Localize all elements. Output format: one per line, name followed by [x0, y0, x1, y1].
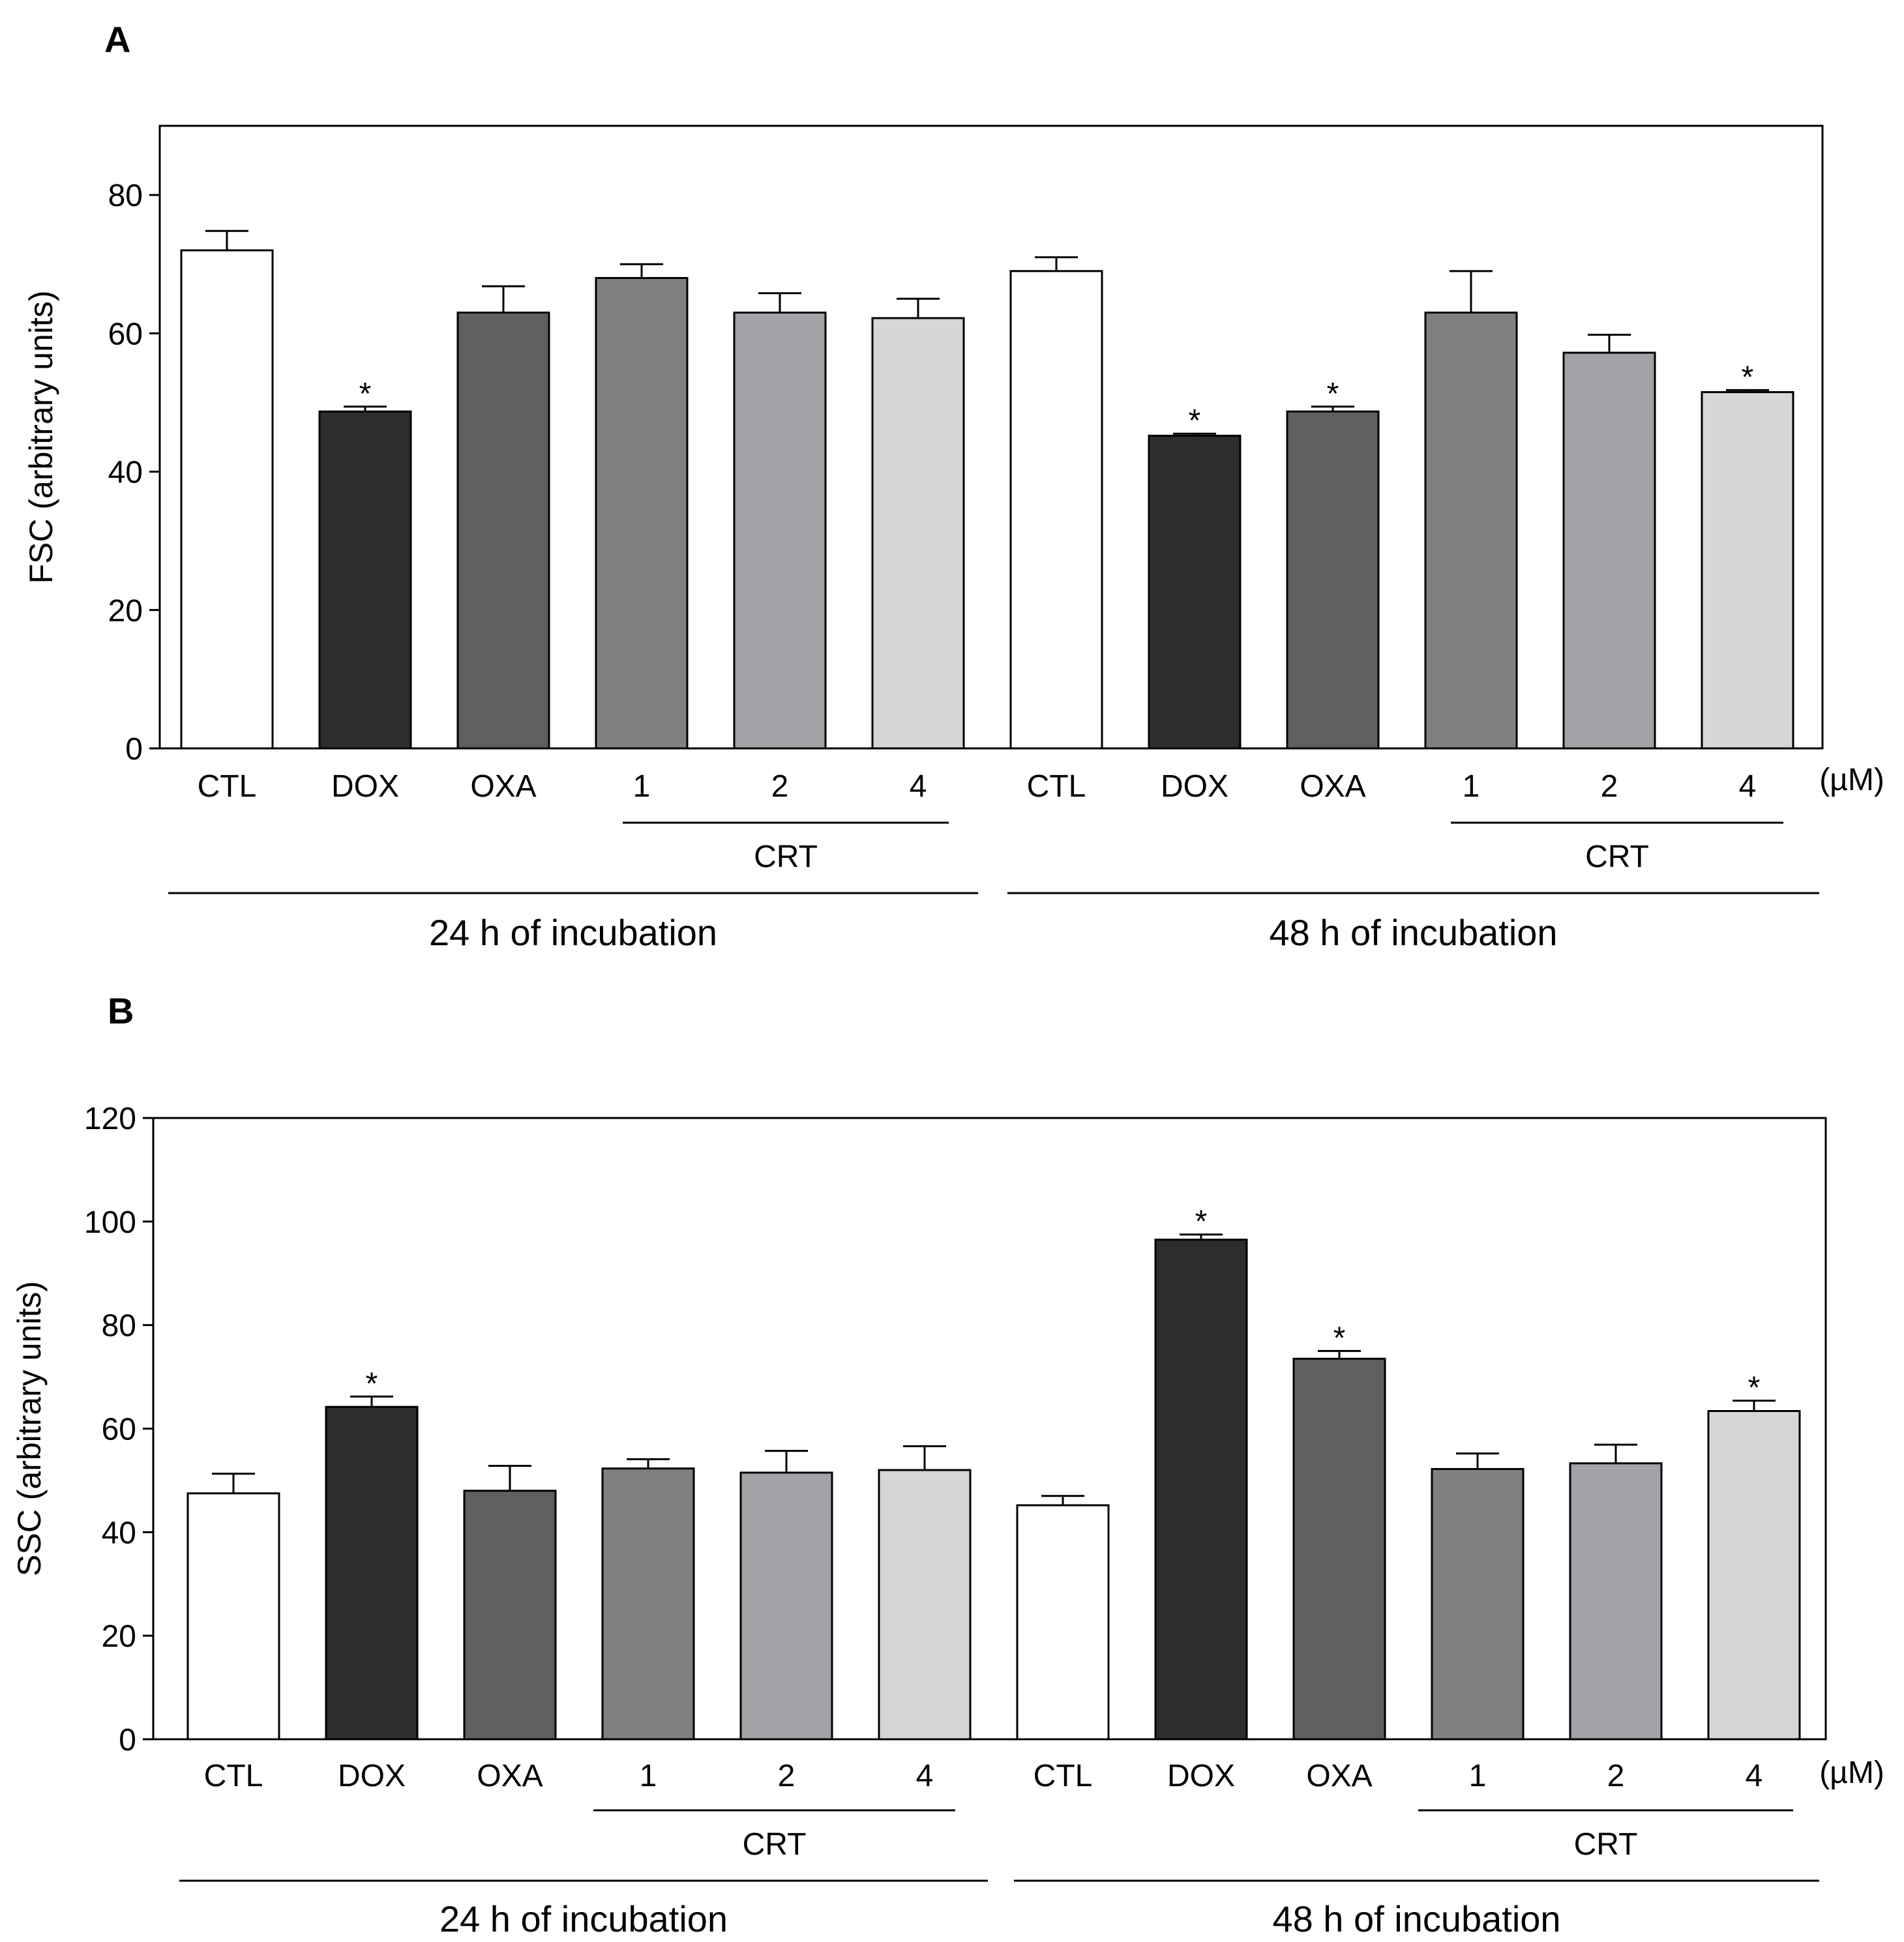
bar [733, 312, 827, 750]
bar [1424, 312, 1518, 750]
significance-star: * [1333, 1321, 1346, 1355]
y-tick-label: 60 [102, 1413, 136, 1447]
bar [1707, 1409, 1801, 1741]
category-label: 1 [640, 1759, 657, 1793]
category-label: DOX [338, 1759, 406, 1793]
category-label: OXA [477, 1759, 543, 1793]
bar [1016, 1504, 1110, 1741]
category-label: 2 [771, 769, 789, 804]
category-label: 1 [633, 769, 651, 804]
subgroup-label: CRT [754, 840, 818, 874]
category-label: CTL [204, 1759, 263, 1793]
category-label: DOX [1161, 769, 1228, 804]
bar [1701, 391, 1794, 750]
category-label: 4 [910, 769, 927, 804]
significance-star: * [359, 377, 372, 411]
y-tick-label: 100 [84, 1205, 136, 1240]
y-tick-label: 0 [125, 732, 143, 767]
panel-letter: A [104, 19, 130, 60]
category-label: CTL [1034, 1759, 1093, 1793]
chart-panel-b: B 0 20 40 60 80 100 120 SSC (arbitrary units) CTL… [11, 990, 1884, 1939]
significance-star: * [1195, 1205, 1208, 1239]
y-tick-label: 60 [108, 317, 143, 351]
chart-panel-a: A 0 20 40 60 80 FSC (arbitrary units) CTL * DOX OX… [23, 19, 1884, 953]
bar [318, 410, 412, 750]
category-label: 1 [1469, 1759, 1487, 1793]
significance-star: * [1748, 1371, 1761, 1405]
category-label: OXA [470, 769, 536, 804]
category-label: DOX [331, 769, 399, 804]
plot-frame [158, 125, 1824, 750]
category-label: 2 [1607, 1759, 1625, 1793]
category-label: 2 [1601, 769, 1618, 804]
bar [180, 249, 274, 750]
y-tick-label: 40 [102, 1516, 136, 1550]
bar [325, 1405, 419, 1741]
significance-star: * [1189, 404, 1201, 438]
panel-letter: B [108, 990, 134, 1031]
group-label: 48 h of incubation [1272, 1898, 1560, 1939]
y-axis-title: SSC (arbitrary units) [11, 1281, 48, 1576]
subgroup-label: CRT [1585, 840, 1649, 874]
y-tick-label: 40 [108, 456, 143, 490]
bar [601, 1467, 695, 1741]
bar [1009, 270, 1103, 750]
category-label: 4 [1739, 769, 1757, 804]
category-label: 2 [778, 1759, 796, 1793]
category-label: DOX [1167, 1759, 1235, 1793]
y-tick-label: 120 [84, 1102, 136, 1136]
category-label: 4 [916, 1759, 934, 1793]
category-label: OXA [1306, 1759, 1372, 1793]
bar [1569, 1462, 1663, 1741]
bar [1154, 1239, 1248, 1741]
category-label: CTL [198, 769, 257, 804]
bar [1292, 1357, 1386, 1741]
category-label: 4 [1746, 1759, 1763, 1793]
bar [1431, 1467, 1525, 1741]
y-tick-label: 20 [108, 594, 143, 628]
bar [463, 1490, 557, 1741]
category-label: OXA [1300, 769, 1365, 804]
group-label: 48 h of incubation [1269, 912, 1557, 953]
bar [739, 1471, 833, 1741]
significance-star: * [1327, 377, 1339, 411]
y-tick-label: 80 [102, 1309, 136, 1344]
bar [456, 312, 550, 750]
bar [186, 1492, 280, 1741]
y-tick-label: 80 [108, 179, 143, 213]
y-axis-title: FSC (arbitrary units) [23, 290, 59, 583]
bar [1148, 434, 1242, 750]
bar [1562, 351, 1656, 750]
significance-star: * [366, 1366, 378, 1401]
category-label: 1 [1463, 769, 1480, 804]
y-tick-label: 20 [102, 1619, 136, 1654]
group-label: 24 h of incubation [429, 912, 717, 953]
unit-label: (µM) [1819, 1756, 1884, 1790]
unit-label: (µM) [1819, 763, 1884, 797]
group-label: 24 h of incubation [439, 1898, 728, 1939]
category-label: CTL [1027, 769, 1086, 804]
bar [871, 317, 965, 750]
bar [595, 276, 689, 750]
bar [878, 1469, 972, 1741]
bar [1286, 410, 1380, 750]
subgroup-label: CRT [1574, 1827, 1638, 1862]
subgroup-label: CRT [743, 1827, 807, 1862]
significance-star: * [1742, 360, 1754, 394]
y-tick-label: 0 [119, 1723, 136, 1758]
